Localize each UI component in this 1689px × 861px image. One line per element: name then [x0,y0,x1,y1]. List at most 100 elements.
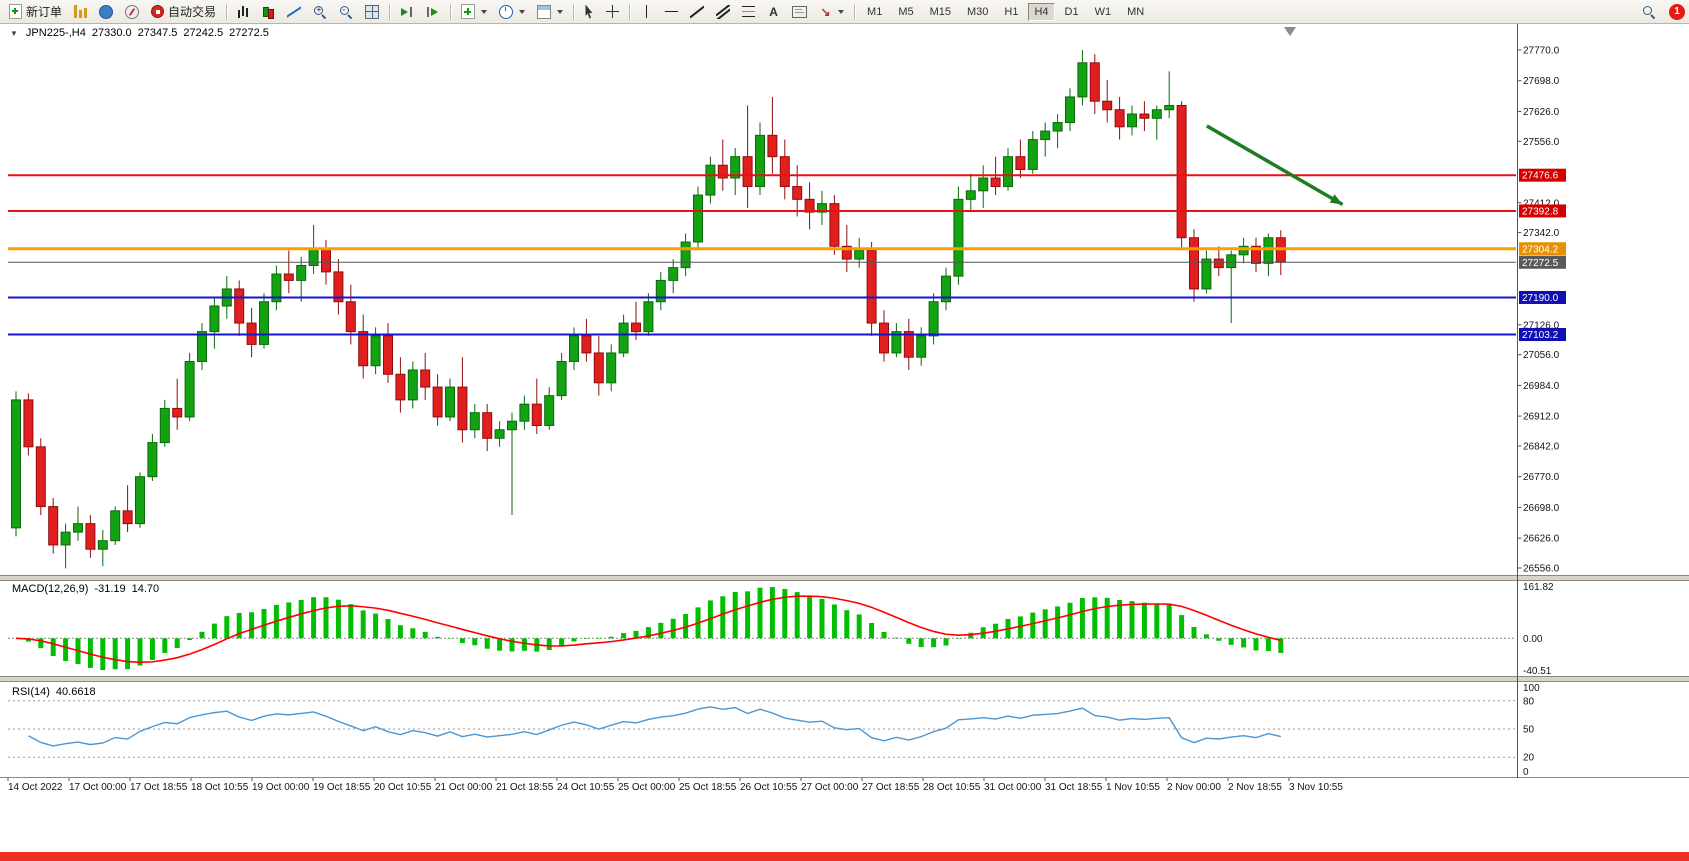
price-line-badge [1519,290,1566,304]
chart-plot-area[interactable] [8,25,1516,575]
cursor-button[interactable] [579,1,599,23]
bar-chart-mode-button[interactable] [232,1,255,23]
timeframe-h1[interactable]: H1 [1004,5,1019,18]
label-tool-icon [792,5,808,18]
rsi-pane-divider[interactable] [0,677,1689,681]
search-button[interactable] [1637,1,1661,23]
templates-button[interactable] [532,1,568,23]
arrows-tool-button[interactable]: ↘ [814,1,849,23]
one-click-trading-toggle[interactable]: ▼ [10,29,18,38]
timeframe-w1[interactable]: W1 [1094,5,1112,18]
indicators-icon [461,4,476,19]
time-axis-label: 17 Oct 18:55 [130,782,188,793]
rsi-scale-label: 0 [1523,767,1529,778]
candle-body [829,203,840,247]
candle-body [383,335,393,375]
vertical-line-tool-button[interactable] [635,1,658,23]
price-line-badge [1519,328,1566,342]
auto-scroll-button[interactable] [395,1,419,23]
text-tool-button[interactable]: A [762,1,785,23]
candle-body [283,273,294,281]
candle-body [85,523,96,550]
chart-shift-icon [426,5,440,19]
time-axis-label: 25 Oct 00:00 [618,782,676,793]
zoom-out-button[interactable]: - [334,1,358,23]
timeframe-m15[interactable]: M15 [929,5,951,18]
arrows-tool-icon: ↘ [820,4,831,19]
macd-header: MACD(12,26,9) -31.19 14.70 [12,583,159,595]
candle-body [544,395,555,426]
candle-body [172,407,183,418]
candle-body [48,506,59,546]
candle-body [1238,245,1249,256]
data-window-button[interactable] [94,1,118,23]
price-line-badge-label: 27392.8 [1522,206,1559,217]
notification-badge[interactable]: 1 [1669,3,1685,20]
price-axis[interactable] [1518,24,1689,778]
candle-body [531,403,542,426]
candle-body [1065,96,1075,124]
macd-pane-divider[interactable] [0,576,1689,580]
time-axis-label: 21 Oct 18:55 [496,782,554,793]
market-watch-button[interactable] [69,1,92,23]
new-order-icon [9,4,22,19]
candle-body [767,134,778,158]
candle-body [1263,237,1274,264]
candle-body [1189,237,1199,290]
candle-body [507,420,517,431]
data-window-icon [99,4,114,19]
price-tick-label: 26556.0 [1523,564,1560,575]
label-tool-button[interactable] [787,1,812,23]
channel-tool-button[interactable] [711,1,735,23]
horizontal-line-tool-button[interactable] [660,1,683,23]
fibonacci-tool-button[interactable] [737,1,760,23]
chart-shift-button[interactable] [421,1,445,23]
candle-body [879,322,889,354]
indicators-caret [481,9,488,14]
time-axis-label: 31 Oct 18:55 [1045,782,1103,793]
rsi-line [28,706,1281,747]
candle-body [680,241,691,269]
new-order-button[interactable]: 新订单 [4,1,67,23]
trend-arrow-annotation[interactable] [1205,124,1344,206]
timeframe-m30[interactable]: M30 [967,5,989,18]
candle-body [358,331,369,367]
trendline-tool-button[interactable] [685,1,709,23]
periods-button[interactable] [494,1,530,23]
market-watch-icon [74,5,88,18]
candle-body [1151,109,1162,119]
zoom-in-button[interactable]: + [308,1,332,23]
navigator-button[interactable] [120,1,144,23]
line-chart-mode-button[interactable] [282,1,306,23]
candle-body [1226,254,1237,269]
chart-shift-marker[interactable] [1284,27,1296,36]
time-axis[interactable] [0,778,1517,800]
candle-body [209,305,220,333]
rsi-value: 40.6618 [55,686,96,698]
candle-body [420,369,431,388]
indicators-button[interactable] [456,1,492,23]
tile-windows-button[interactable] [360,1,384,23]
candlestick-mode-button[interactable] [257,1,280,23]
timeframe-h4[interactable]: H4 [1028,2,1055,21]
timeframe-d1[interactable]: D1 [1064,5,1079,18]
ohlc-close: 27272.5 [229,27,269,39]
candle-body [234,288,245,324]
timeframe-m5[interactable]: M5 [898,5,914,18]
candle-body [965,190,976,200]
candle-body [333,271,344,303]
autotrading-button[interactable]: 自动交易 [146,1,221,23]
zoom-in-sign: + [316,4,322,14]
time-axis-label: 18 Oct 10:55 [191,782,249,793]
macd-scale-bottom: -40.51 [1523,666,1552,677]
arrows-tool-caret [838,9,845,14]
candle-body [990,177,1001,188]
candle-body [1213,258,1224,269]
timeframe-m1[interactable]: M1 [867,5,883,18]
candle-body [35,446,46,508]
timeframe-mn[interactable]: MN [1127,5,1145,18]
crosshair-button[interactable] [601,1,624,23]
candle-body [631,322,641,333]
trendline-tool-icon [690,5,704,19]
